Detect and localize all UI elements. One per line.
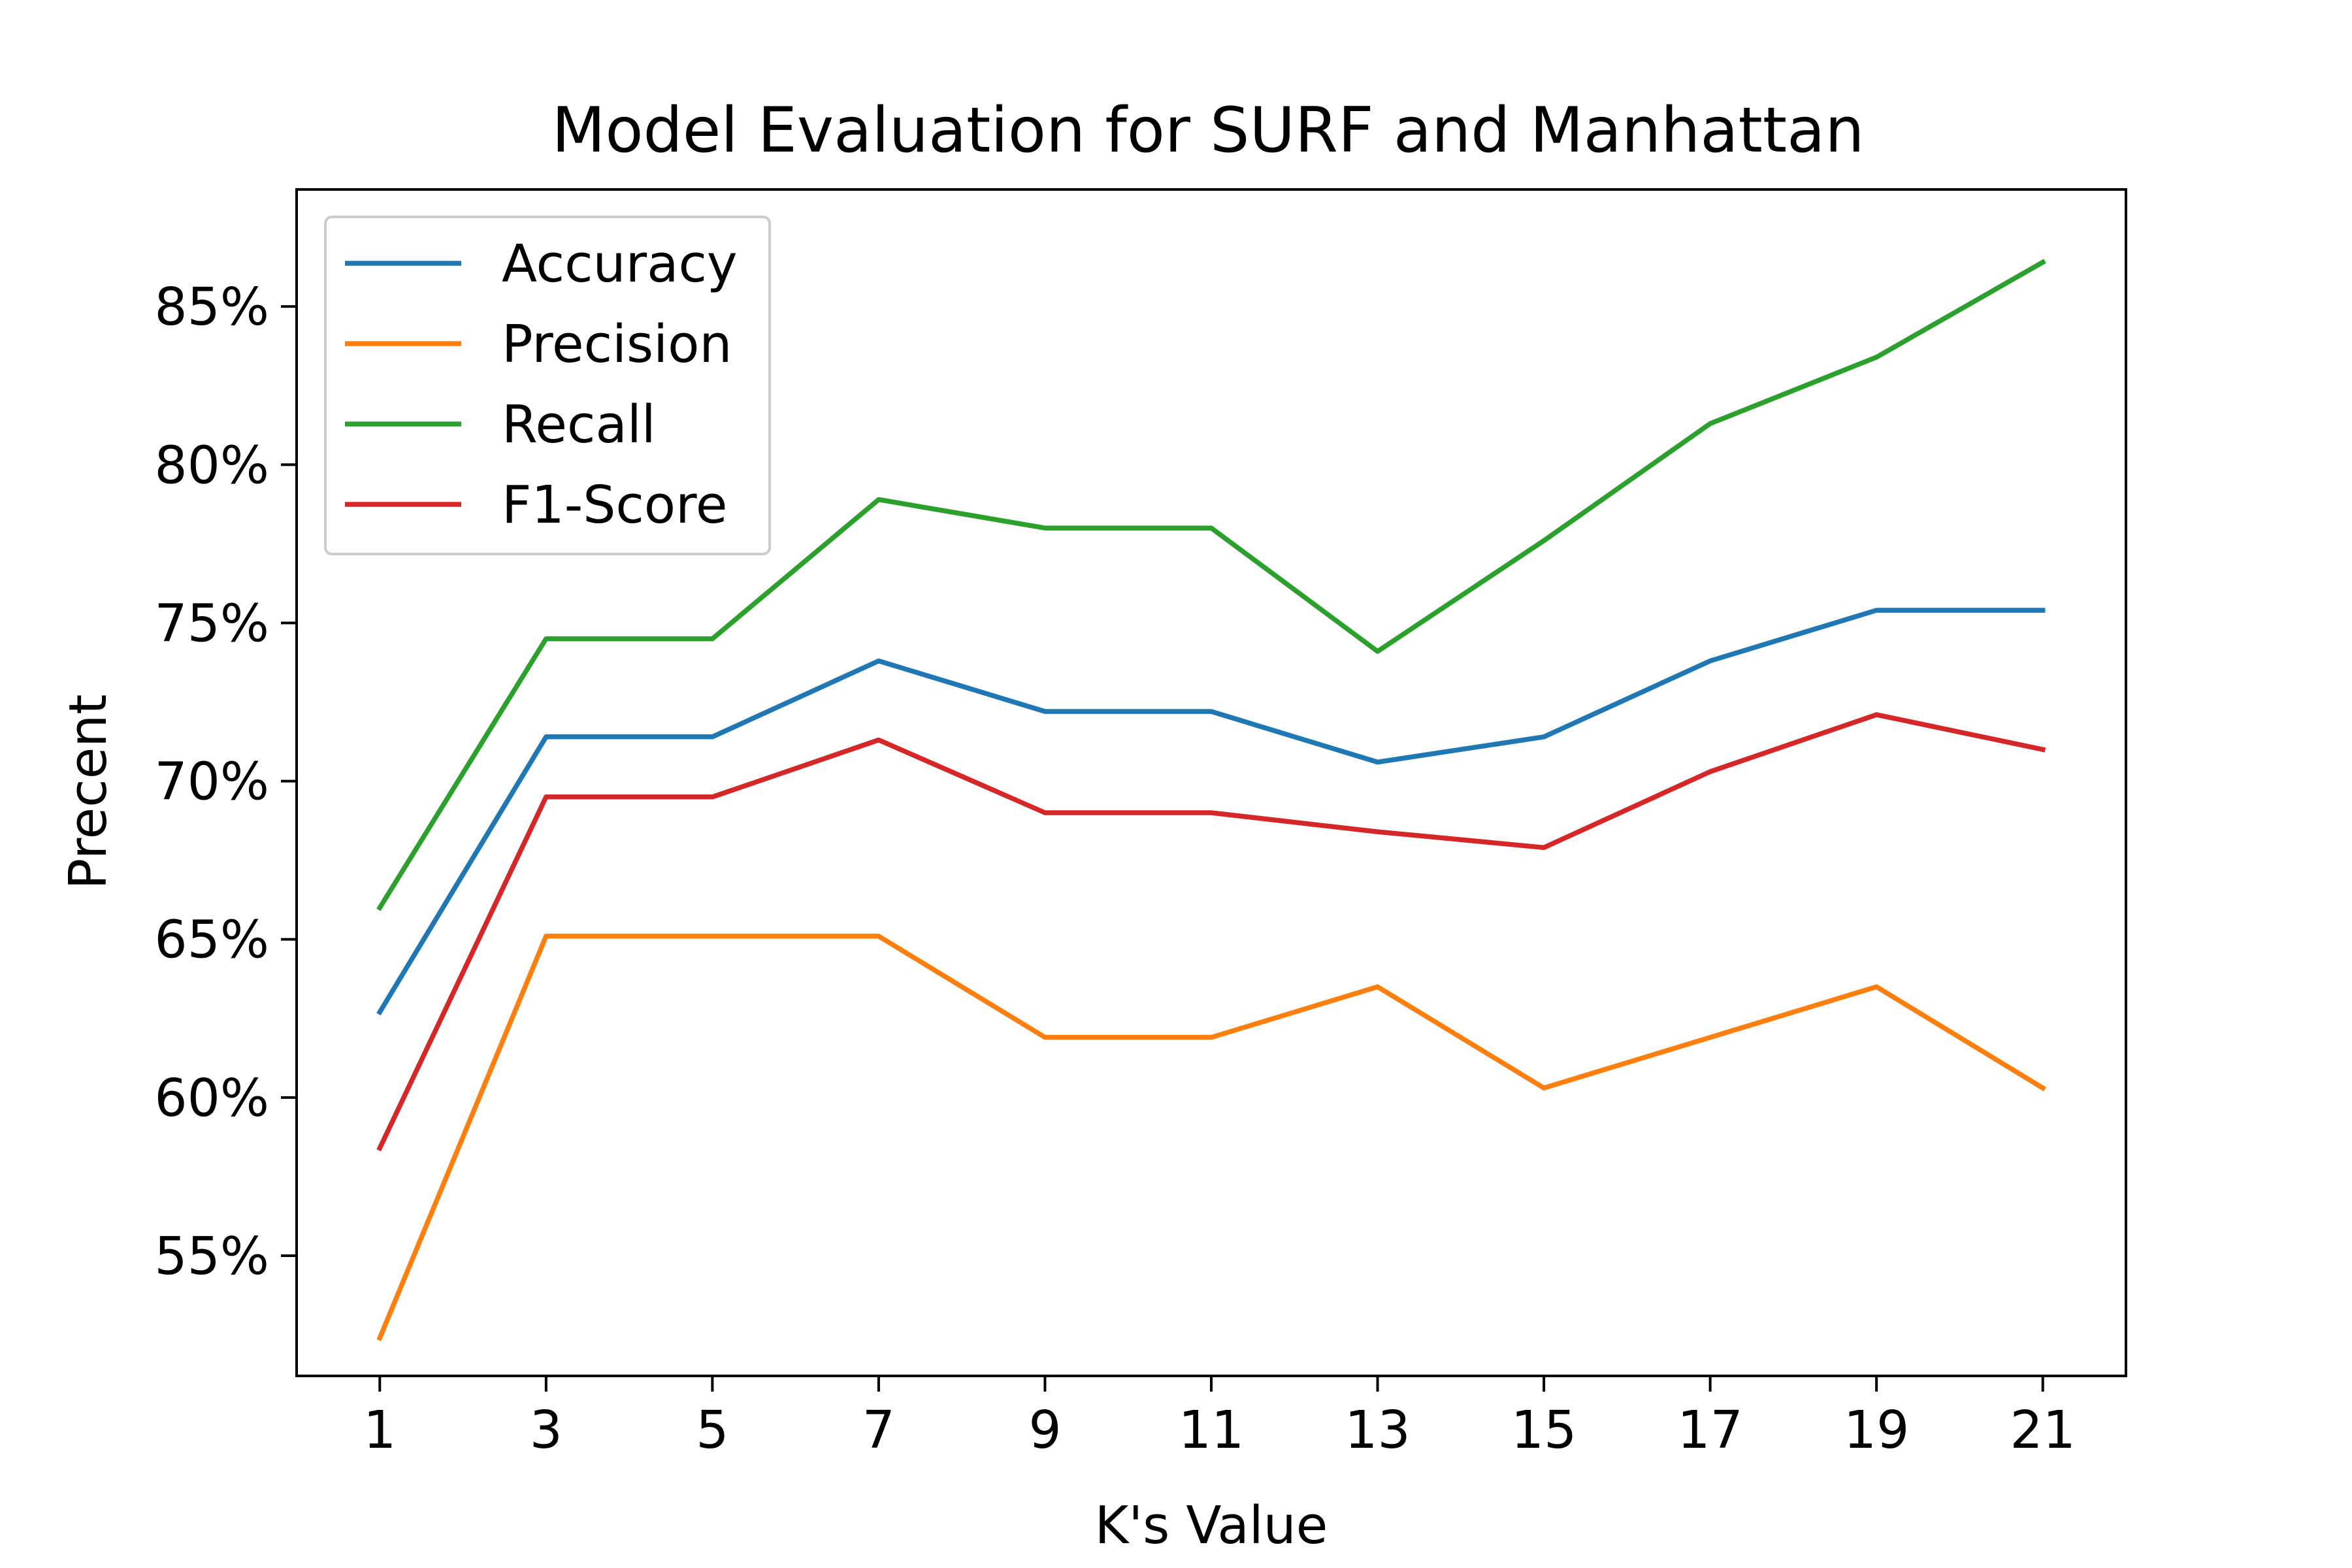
y-axis-label: Precent: [58, 694, 118, 890]
series-line-f1-score: [376, 712, 2046, 1152]
y-tick-label: 85%: [154, 277, 269, 337]
y-tick-label: 65%: [154, 910, 269, 970]
chart-title: Model Evaluation for SURF and Manhattan: [551, 95, 1864, 167]
series-line-recall: [376, 259, 2046, 911]
legend-label: Precision: [502, 314, 732, 374]
x-tick-label: 17: [1677, 1400, 1743, 1460]
y-tick-label: 55%: [154, 1226, 269, 1286]
y-tick-label: 75%: [154, 593, 269, 653]
x-axis-label: K's Value: [1095, 1495, 1328, 1556]
x-tick-label: 11: [1179, 1400, 1245, 1460]
series-line-accuracy: [376, 608, 2046, 1016]
legend-label: Accuracy: [502, 234, 738, 294]
x-tick-label: 15: [1511, 1400, 1577, 1460]
y-tick-label: 80%: [154, 435, 269, 495]
x-tick-label: 19: [1844, 1400, 1910, 1460]
x-tick-label: 5: [696, 1400, 728, 1460]
x-tick-label: 21: [2010, 1400, 2076, 1460]
legend-label: F1-Score: [502, 475, 727, 535]
series-line-precision: [376, 934, 2046, 1341]
x-tick-label: 13: [1345, 1400, 1411, 1460]
y-tick-label: 70%: [154, 752, 269, 812]
legend-label: Recall: [502, 395, 656, 455]
legend: Accuracy Precision Recall F1-Score: [324, 216, 771, 555]
x-tick-label: 1: [363, 1400, 396, 1460]
x-tick-label: 3: [530, 1400, 563, 1460]
x-tick-label: 9: [1028, 1400, 1061, 1460]
legend-box: [324, 216, 771, 555]
plot-area: [376, 259, 2046, 1341]
x-tick-label: 7: [862, 1400, 895, 1460]
y-tick-label: 60%: [154, 1068, 269, 1128]
